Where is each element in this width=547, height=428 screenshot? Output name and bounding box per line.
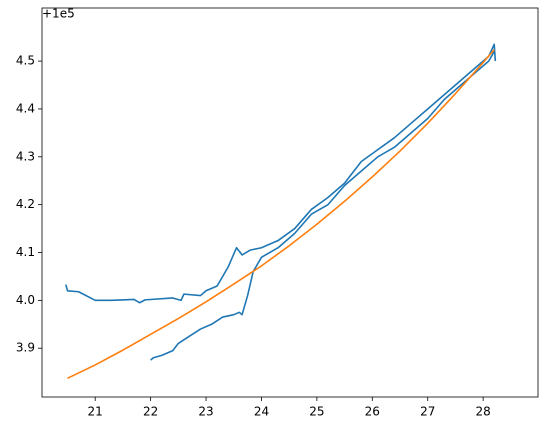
y-tick-label: 4.3 bbox=[16, 149, 35, 163]
x-tick-label: 27 bbox=[420, 405, 435, 419]
y-tick-label: 4.4 bbox=[16, 101, 35, 115]
y-tick-label: 3.9 bbox=[16, 341, 35, 355]
y-tick-label: 4.1 bbox=[16, 245, 35, 259]
x-tick-label: 26 bbox=[365, 405, 380, 419]
axes-frame bbox=[41, 7, 539, 398]
y-tick-label: 4.0 bbox=[16, 293, 35, 307]
line-series bbox=[65, 43, 497, 361]
x-tick-label: 24 bbox=[254, 405, 269, 419]
x-tick-label: 23 bbox=[198, 405, 213, 419]
y-tick-label: 4.5 bbox=[16, 54, 35, 68]
y-tick-label: 4.2 bbox=[16, 197, 35, 211]
x-tick-label: 25 bbox=[309, 405, 324, 419]
x-tick-label: 28 bbox=[475, 405, 490, 419]
x-tick-label: 21 bbox=[88, 405, 103, 419]
x-tick-label: 22 bbox=[143, 405, 158, 419]
line-series bbox=[67, 49, 495, 380]
y-offset-label: +1e5 bbox=[42, 7, 75, 21]
